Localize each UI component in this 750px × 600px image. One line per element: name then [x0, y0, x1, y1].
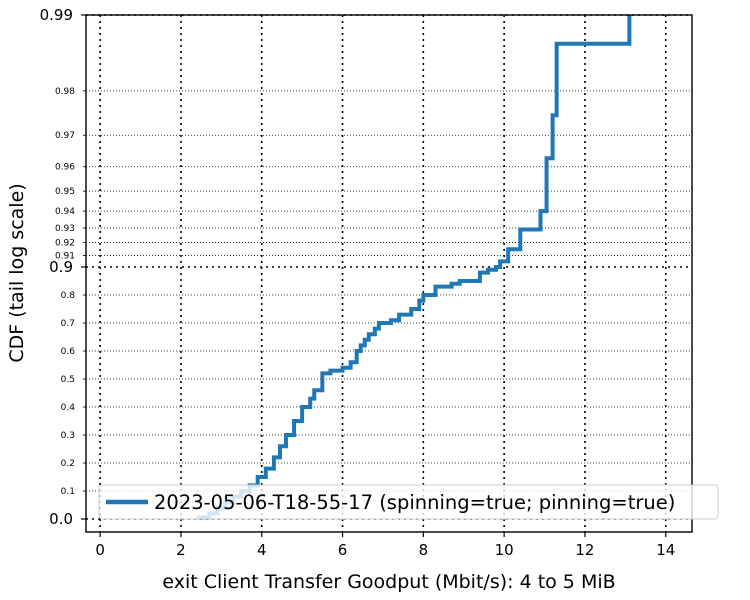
y-minor-tick-label: 0.92	[55, 239, 75, 249]
legend-entry-label: 2023-05-06-T18-55-17 (spinning=true; pin…	[154, 491, 675, 514]
x-tick-label: 14	[656, 541, 675, 559]
series-group	[197, 15, 632, 520]
y-minor-tick-label: 0.96	[55, 163, 75, 173]
x-axis-label: exit Client Transfer Goodput (Mbit/s): 4…	[162, 571, 615, 593]
y-axis-label: CDF (tail log scale)	[6, 183, 28, 362]
y-minor-tick-label: 0.3	[61, 431, 75, 441]
x-tick-label: 10	[495, 541, 514, 559]
x-tick-label: 4	[257, 541, 267, 559]
y-axis-ticks: 0.1 0.2 0.3 0.4 0.5 0.6 0.7 0.8 0.91 0.92 0.93 0.94…	[40, 6, 86, 528]
x-tick-label: 8	[419, 541, 429, 559]
y-minor-tick-label: 0.5	[61, 375, 75, 385]
y-minor-tick-label: 0.2	[61, 459, 75, 469]
plot-frame	[85, 14, 693, 533]
y-minor-tick-label: 0.94	[55, 207, 75, 217]
y-minor-tick-label: 0.7	[61, 319, 75, 329]
y-minor-tick-label: 0.95	[55, 187, 75, 197]
y-major-tick-label: 0.99	[40, 6, 73, 24]
x-tick-label: 12	[575, 541, 594, 559]
y-minor-tick-label: 0.4	[61, 403, 76, 413]
series-line-0	[197, 15, 632, 520]
x-tick-label: 0	[95, 541, 105, 559]
y-minor-tick-label: 0.93	[55, 224, 75, 234]
x-tick-label: 6	[338, 541, 348, 559]
y-minor-tick-label: 0.1	[61, 487, 75, 497]
y-minor-tick-label: 0.8	[61, 291, 76, 301]
plot-background	[86, 15, 692, 532]
y-minor-tick-label: 0.98	[55, 87, 75, 97]
x-tick-label: 2	[176, 541, 186, 559]
y-major-tick-label: 0.9	[49, 258, 73, 276]
y-minor-tick-label: 0.91	[55, 251, 75, 261]
x-axis-ticks: 0 2 4 6 8 10 12 14	[95, 532, 675, 559]
y-major-tick-label: 0.0	[49, 510, 73, 528]
y-minor-tick-label: 0.6	[61, 347, 76, 357]
legend: 2023-05-06-T18-55-17 (spinning=true; pin…	[98, 484, 719, 520]
y-minor-tick-label: 0.97	[55, 131, 75, 141]
legend-box	[98, 484, 719, 520]
